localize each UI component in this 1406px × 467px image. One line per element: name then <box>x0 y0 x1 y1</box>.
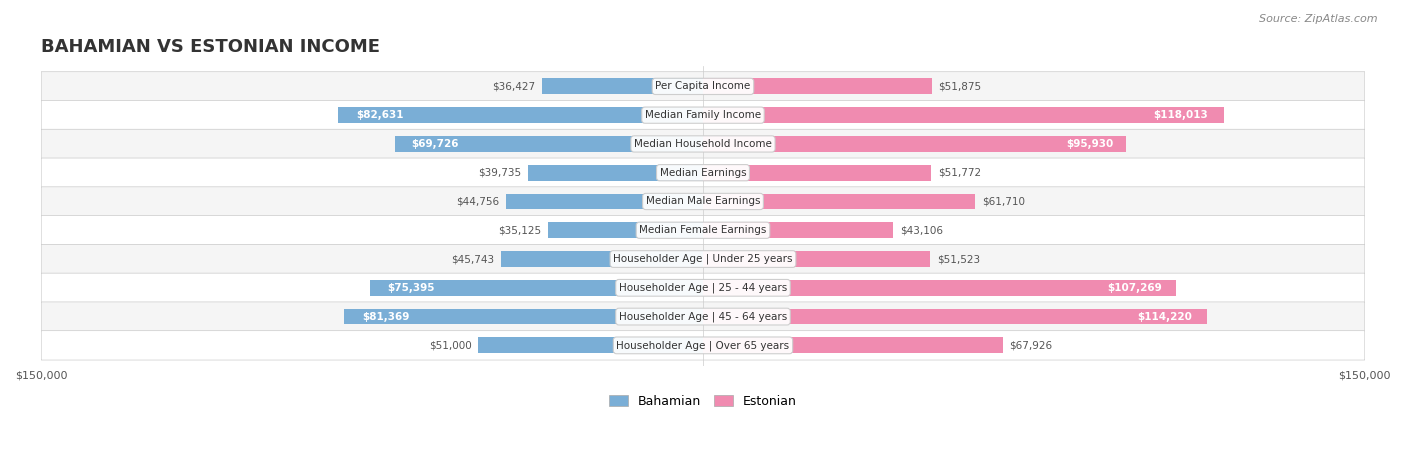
Text: Householder Age | Under 25 years: Householder Age | Under 25 years <box>613 254 793 264</box>
Text: $69,726: $69,726 <box>411 139 458 149</box>
Bar <box>703 280 1177 296</box>
Text: Householder Age | 45 - 64 years: Householder Age | 45 - 64 years <box>619 311 787 322</box>
Bar <box>339 107 703 123</box>
Text: $95,930: $95,930 <box>1066 139 1114 149</box>
Bar <box>527 165 703 181</box>
Text: Median Male Earnings: Median Male Earnings <box>645 197 761 206</box>
Bar <box>344 309 703 325</box>
Text: BAHAMIAN VS ESTONIAN INCOME: BAHAMIAN VS ESTONIAN INCOME <box>41 38 380 57</box>
Legend: Bahamian, Estonian: Bahamian, Estonian <box>605 390 801 413</box>
Bar <box>395 136 703 152</box>
Text: $39,735: $39,735 <box>478 168 522 178</box>
Bar <box>703 107 1223 123</box>
Text: $43,106: $43,106 <box>900 225 943 235</box>
Bar <box>370 280 703 296</box>
Text: $51,523: $51,523 <box>936 254 980 264</box>
Text: Per Capita Income: Per Capita Income <box>655 81 751 92</box>
Text: $35,125: $35,125 <box>498 225 541 235</box>
Bar <box>548 222 703 238</box>
Bar <box>478 338 703 353</box>
Text: Median Family Income: Median Family Income <box>645 110 761 120</box>
Text: $51,875: $51,875 <box>938 81 981 92</box>
Text: $114,220: $114,220 <box>1137 311 1192 322</box>
Text: $75,395: $75,395 <box>387 283 434 293</box>
Bar <box>703 222 893 238</box>
Text: $118,013: $118,013 <box>1153 110 1208 120</box>
FancyBboxPatch shape <box>41 273 1365 303</box>
Bar <box>703 309 1206 325</box>
FancyBboxPatch shape <box>41 331 1365 360</box>
Bar <box>703 136 1126 152</box>
Bar <box>703 78 932 94</box>
FancyBboxPatch shape <box>41 100 1365 130</box>
Text: $107,269: $107,269 <box>1108 283 1161 293</box>
Bar <box>703 193 976 209</box>
FancyBboxPatch shape <box>41 244 1365 274</box>
Text: Median Earnings: Median Earnings <box>659 168 747 178</box>
Text: Source: ZipAtlas.com: Source: ZipAtlas.com <box>1260 14 1378 24</box>
Text: $36,427: $36,427 <box>492 81 536 92</box>
Text: $51,000: $51,000 <box>429 340 471 350</box>
Bar <box>543 78 703 94</box>
FancyBboxPatch shape <box>41 72 1365 101</box>
Text: Median Female Earnings: Median Female Earnings <box>640 225 766 235</box>
Text: $45,743: $45,743 <box>451 254 495 264</box>
Text: $51,772: $51,772 <box>938 168 981 178</box>
Text: $81,369: $81,369 <box>361 311 409 322</box>
Bar <box>506 193 703 209</box>
Text: $61,710: $61,710 <box>981 197 1025 206</box>
Text: Householder Age | 25 - 44 years: Householder Age | 25 - 44 years <box>619 283 787 293</box>
FancyBboxPatch shape <box>41 187 1365 216</box>
FancyBboxPatch shape <box>41 216 1365 245</box>
Bar <box>703 338 1002 353</box>
Bar <box>501 251 703 267</box>
FancyBboxPatch shape <box>41 129 1365 159</box>
Bar <box>703 165 931 181</box>
Text: Median Household Income: Median Household Income <box>634 139 772 149</box>
Text: $82,631: $82,631 <box>357 110 404 120</box>
Text: $44,756: $44,756 <box>456 197 499 206</box>
Text: $67,926: $67,926 <box>1010 340 1053 350</box>
Bar <box>703 251 931 267</box>
FancyBboxPatch shape <box>41 302 1365 331</box>
Text: Householder Age | Over 65 years: Householder Age | Over 65 years <box>616 340 790 351</box>
FancyBboxPatch shape <box>41 158 1365 187</box>
